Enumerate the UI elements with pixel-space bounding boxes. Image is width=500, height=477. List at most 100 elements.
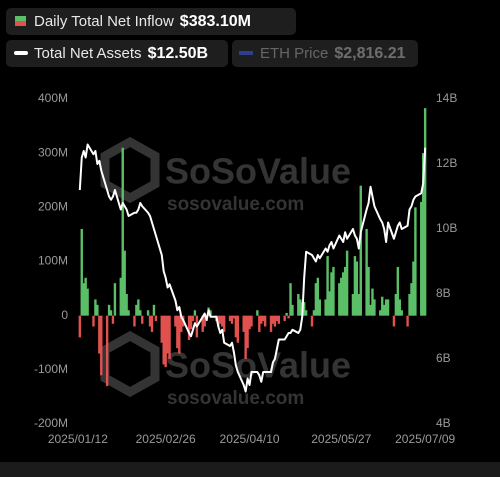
bottom-strip (0, 462, 500, 477)
bar (351, 294, 355, 316)
bar (394, 294, 398, 316)
bar (135, 304, 138, 316)
bar (263, 315, 267, 327)
bar (373, 299, 376, 316)
watermark-logo (100, 330, 160, 398)
bar (180, 315, 183, 332)
bar (127, 310, 130, 316)
bar (174, 315, 177, 327)
legend-value: $12.50B (148, 45, 209, 62)
bar (314, 283, 318, 316)
bar (318, 299, 321, 316)
bar (260, 315, 263, 324)
bar (107, 304, 111, 316)
bar (400, 310, 403, 316)
bar (287, 315, 290, 319)
bar (353, 256, 357, 316)
y2-tick-label: 12B (436, 156, 457, 170)
legend-label: Daily Total Net Inflow (34, 13, 174, 30)
bar (330, 272, 333, 316)
bar (203, 315, 206, 327)
bar (191, 315, 195, 322)
bar (96, 304, 99, 316)
bar (246, 315, 249, 349)
bar (420, 201, 423, 316)
bar (273, 315, 277, 327)
legend-label: Total Net Assets (34, 45, 142, 62)
legend-swatch (15, 16, 26, 21)
line (78, 143, 427, 393)
bar (371, 288, 374, 316)
bar (111, 315, 115, 324)
bar (141, 315, 144, 324)
bar (234, 315, 238, 338)
x-tick-label: 2025/05/27 (311, 432, 371, 446)
bar (242, 315, 245, 332)
watermark-brand: SoSoValue (165, 151, 351, 192)
bar (328, 291, 331, 316)
bar (338, 283, 341, 316)
bar (236, 315, 240, 343)
y2-tick-label: 4B (436, 416, 451, 430)
bar (398, 299, 401, 316)
bar (150, 315, 154, 332)
watermark-brand: SoSoValue (165, 345, 351, 386)
y2-tick-label: 8B (436, 286, 451, 300)
bar (92, 315, 95, 327)
bar (381, 296, 384, 316)
bar (423, 108, 427, 316)
y2-tick-label: 14B (436, 91, 457, 105)
bar (125, 294, 128, 316)
y-tick-label: 0 (61, 308, 68, 322)
bar (228, 315, 232, 322)
bar (166, 315, 169, 354)
bar (248, 315, 251, 330)
legend-swatch (15, 21, 26, 26)
x-tick-label: 2025/02/26 (136, 432, 196, 446)
bar (291, 304, 294, 316)
bar (187, 315, 191, 341)
bar (316, 277, 320, 316)
bar (414, 207, 417, 316)
x-tick-label: 2025/07/09 (395, 432, 455, 446)
bar (302, 302, 306, 316)
bar (299, 299, 302, 316)
legend-label: ETH Price (260, 45, 328, 62)
bar (406, 315, 409, 327)
bar (386, 299, 390, 316)
bar (345, 250, 349, 316)
bar (94, 299, 97, 316)
bar (357, 294, 361, 316)
bar (168, 315, 171, 359)
watermark-url: sosovalue.com (167, 388, 304, 409)
watermark-url: sosovalue.com (167, 194, 304, 215)
bar (82, 283, 85, 316)
bar (178, 315, 181, 354)
bar (384, 299, 388, 316)
bar (164, 315, 167, 368)
bar (343, 266, 347, 316)
bar (221, 315, 224, 327)
bar (410, 283, 413, 316)
bar (332, 266, 335, 316)
bar (412, 261, 415, 316)
x-tick-label: 2025/01/12 (48, 432, 108, 446)
bar (222, 315, 226, 332)
bar (219, 315, 222, 324)
bar (100, 315, 103, 376)
bar (123, 250, 126, 316)
bar (133, 315, 136, 327)
bar (379, 310, 382, 316)
bar (324, 299, 327, 316)
bar (392, 315, 396, 327)
legend-box (232, 40, 418, 67)
bar (113, 283, 117, 316)
bar (396, 266, 400, 316)
y-tick-label: 100M (38, 254, 68, 268)
bar (217, 315, 220, 327)
bar (262, 315, 265, 322)
